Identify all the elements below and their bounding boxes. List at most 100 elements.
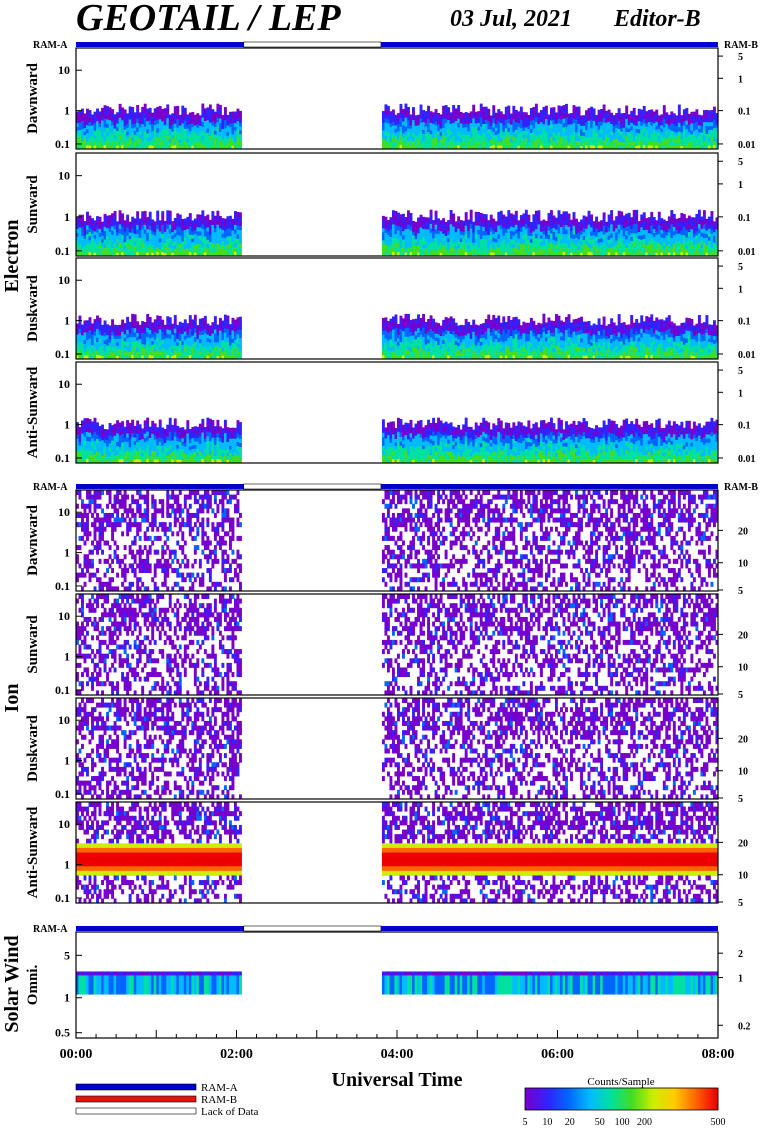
- electron-sunward-cell: [545, 224, 548, 228]
- electron-dawnward-cell: [635, 139, 638, 143]
- electron-sunward-cell: [174, 241, 177, 245]
- electron-sunward-cell: [410, 239, 413, 244]
- electron-duskward-cell: [201, 351, 204, 355]
- electron-sunward-cell: [527, 215, 530, 220]
- electron-dawnward-cell: [477, 141, 480, 145]
- electron-dawnward-cell: [477, 115, 480, 119]
- electron-dawnward-cell: [603, 122, 606, 127]
- electron-sunward-cell: [527, 239, 530, 244]
- electron-dawnward-cell: [545, 119, 548, 124]
- electron-dawnward-cell: [482, 141, 485, 146]
- electron-duskward-cell: [209, 335, 212, 339]
- electron-sunward-cell: [570, 245, 573, 249]
- electron-dawnward-cell: [517, 126, 520, 130]
- electron-duskward-cell: [412, 331, 415, 335]
- electron-dawnward-cell: [550, 124, 553, 129]
- electron-dawnward-cell: [663, 105, 666, 110]
- electron-duskward-cell: [397, 324, 400, 328]
- electron-sunward-cell: [111, 243, 114, 248]
- electron-sunward-cell: [425, 237, 428, 241]
- electron-sunward-cell: [164, 224, 167, 228]
- electron-dawnward-cell: [116, 116, 119, 120]
- electron-dawnward-cell: [705, 118, 708, 122]
- electron-dawnward-cell: [111, 129, 114, 133]
- electron-sunward-cell: [700, 217, 703, 221]
- electron-dawnward-cell: [522, 138, 525, 142]
- electron-dawnward-cell: [435, 125, 438, 129]
- electron-dawnward-cell: [665, 134, 668, 138]
- electron-duskward-cell: [181, 345, 184, 349]
- electron-sunward-cell: [578, 222, 581, 226]
- electron-dawnward-cell: [542, 120, 545, 125]
- electron-sunward-cell: [598, 242, 601, 246]
- electron-dawnward-cell: [700, 136, 703, 140]
- electron-duskward-cell: [455, 337, 458, 341]
- electron-dawnward-cell: [211, 125, 214, 129]
- electron-sunward-cell: [703, 224, 706, 229]
- electron-sunward-cell: [690, 233, 693, 237]
- electron-sunward-cell: [144, 215, 147, 220]
- electron-duskward-cell: [231, 347, 234, 352]
- electron-duskward-cell: [146, 350, 149, 355]
- electron-sunward-cell: [480, 217, 483, 222]
- electron-dawnward-cell: [194, 115, 197, 119]
- electron-dawnward-cell: [91, 135, 94, 139]
- electron-sunward-cell: [119, 242, 122, 247]
- electron-sunward-cell: [84, 228, 87, 232]
- electron-sunward-cell: [500, 233, 503, 238]
- electron-sunward-cell: [490, 227, 493, 232]
- electron-sunward-cell: [239, 243, 242, 248]
- electron-sunward-cell: [673, 218, 676, 223]
- electron-dawnward-cell: [402, 141, 405, 145]
- electron-dawnward-cell: [580, 142, 583, 146]
- electron-sunward-cell: [86, 229, 89, 234]
- electron-dawnward-cell: [435, 117, 438, 121]
- electron-dawnward-cell: [693, 130, 696, 134]
- electron-dawnward-cell: [517, 138, 520, 142]
- electron-sunward-cell: [558, 210, 561, 215]
- electron-duskward-cell: [209, 325, 212, 329]
- electron-duskward-cell: [84, 351, 87, 355]
- electron-sunward-cell: [219, 216, 222, 220]
- electron-duskward-cell: [234, 343, 237, 347]
- electron-sunward-cell: [189, 217, 192, 222]
- electron-sunward-cell: [189, 226, 192, 231]
- electron-sunward-cell: [655, 242, 658, 246]
- electron-duskward-cell: [447, 322, 450, 326]
- electron-dawnward-cell: [99, 138, 102, 142]
- electron-duskward-cell: [94, 327, 97, 331]
- electron-duskward-cell: [237, 317, 240, 322]
- electron-dawnward-cell: [467, 120, 470, 124]
- electron-dawnward-cell: [552, 124, 555, 129]
- electron-dawnward-cell: [713, 119, 716, 124]
- electron-dawnward-cell: [101, 120, 104, 125]
- electron-dawnward-cell: [124, 121, 127, 125]
- electron-sunward-cell: [81, 239, 84, 244]
- electron-dawnward-cell: [575, 128, 578, 133]
- electron-dawnward-cell: [678, 122, 681, 127]
- electron-sunward-cell: [204, 240, 207, 244]
- electron-dawnward-cell: [497, 109, 500, 113]
- electron-sunward-cell: [695, 239, 698, 244]
- electron-duskward-cell: [452, 335, 455, 339]
- electron-sunward-cell: [104, 231, 107, 236]
- electron-duskward-cell: [174, 328, 177, 333]
- electron-dawnward-cell: [124, 141, 127, 145]
- electron-dawnward-cell: [196, 124, 199, 128]
- electron-sunward-cell: [480, 222, 483, 227]
- electron-sunward-cell: [119, 215, 122, 220]
- electron-dawnward-cell: [111, 141, 114, 145]
- electron-dawnward-cell: [149, 108, 152, 113]
- electron-dawnward-cell: [643, 136, 646, 141]
- electron-sunward-cell: [412, 245, 415, 249]
- electron-dawnward-cell: [435, 133, 438, 137]
- electron-dawnward-cell: [683, 125, 686, 129]
- electron-sunward-cell: [603, 230, 606, 235]
- electron-dawnward-cell: [467, 135, 470, 139]
- electron-dawnward-cell: [668, 118, 671, 122]
- electron-sunward-cell: [467, 249, 470, 253]
- electron-dawnward-cell: [422, 118, 425, 122]
- electron-duskward-cell: [81, 345, 84, 349]
- electron-dawnward-cell: [640, 133, 643, 137]
- electron-duskward-cell: [442, 339, 445, 343]
